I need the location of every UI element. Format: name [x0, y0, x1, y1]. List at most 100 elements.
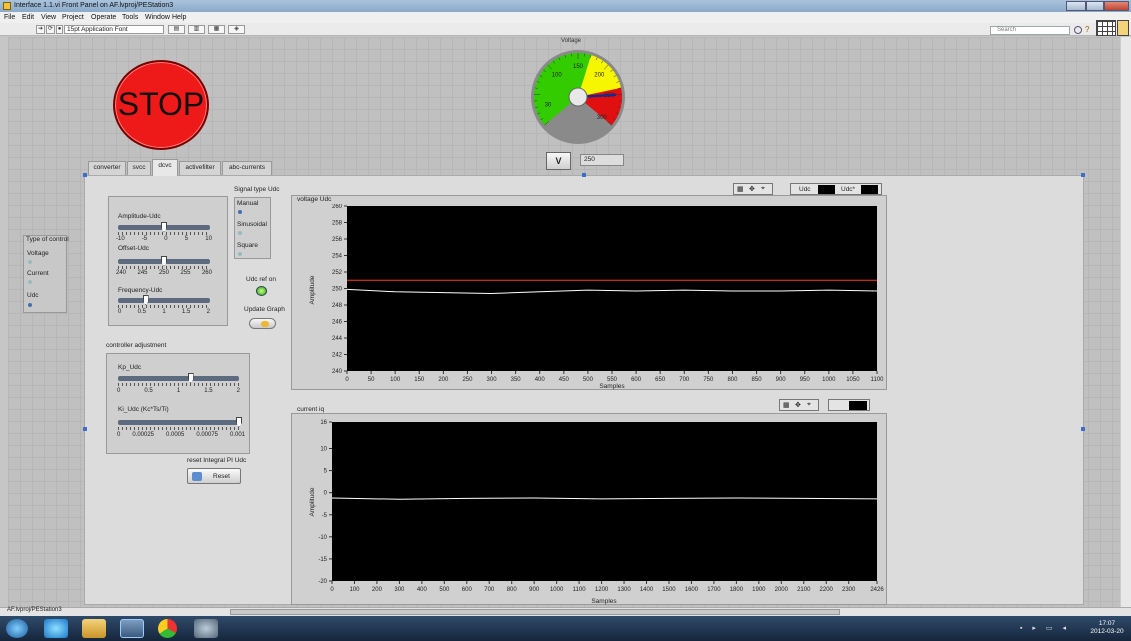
- update-graph-button[interactable]: [249, 318, 276, 329]
- selection-handle[interactable]: [83, 173, 87, 177]
- voltage-gauge[interactable]: 30 100 150 200 250 300: [528, 47, 628, 147]
- menu-edit[interactable]: Edit: [22, 14, 35, 21]
- internet-explorer-icon[interactable]: [44, 619, 68, 638]
- menu-help[interactable]: Help: [172, 14, 187, 21]
- radio-udc[interactable]: [28, 303, 32, 307]
- tab-converter[interactable]: converter: [88, 161, 126, 175]
- connector-pane-icon[interactable]: [1096, 20, 1116, 36]
- maximize-button[interactable]: [1086, 1, 1104, 11]
- distribute-icon[interactable]: ▥: [188, 25, 205, 34]
- clock-date: 2012-03-20: [1090, 628, 1124, 635]
- app-icon[interactable]: [194, 619, 218, 638]
- radio-current[interactable]: [28, 280, 32, 284]
- legend-iq-swatch[interactable]: [849, 401, 867, 410]
- legend-udc-ref-swatch[interactable]: [861, 185, 878, 194]
- reset-button[interactable]: Reset: [187, 468, 241, 484]
- gauge-tick-label: 150: [573, 64, 584, 70]
- current-graph-legend[interactable]: [828, 399, 870, 411]
- run-arrow-icon[interactable]: ➔: [36, 25, 45, 34]
- ki-slider-thumb[interactable]: [236, 417, 242, 427]
- x-tick-label: 1300: [617, 587, 631, 593]
- control-option-current[interactable]: Current: [27, 270, 49, 277]
- kp-slider-thumb[interactable]: [187, 373, 194, 383]
- minimize-button[interactable]: [1066, 1, 1086, 11]
- cursor-icon[interactable]: ⌖: [807, 401, 811, 408]
- search-input[interactable]: Search: [990, 26, 1070, 35]
- scale-label: 1.5: [204, 388, 213, 394]
- search-icon[interactable]: [1074, 26, 1082, 34]
- kp-label: Kp_Udc: [118, 364, 142, 371]
- current-graph-tools[interactable]: ▦ ✥ ⌖: [779, 399, 819, 411]
- horizontal-scrollbar[interactable]: [0, 607, 1131, 616]
- zoom-icon[interactable]: ▦: [783, 402, 790, 409]
- voltage-graph-legend[interactable]: Udc Udc*: [790, 183, 882, 195]
- selection-handle[interactable]: [83, 427, 87, 431]
- selection-handle[interactable]: [582, 173, 586, 177]
- labview-taskbar-icon[interactable]: [120, 619, 144, 638]
- menu-operate[interactable]: Operate: [91, 14, 117, 21]
- voltage-chart[interactable]: 240 242 244 246 248 250 252 254 256 258 260 0 50 100…: [292, 204, 888, 398]
- kp-slider[interactable]: [118, 376, 239, 381]
- signal-option-square[interactable]: Square: [237, 242, 258, 249]
- frequency-slider-thumb[interactable]: [142, 295, 149, 305]
- scale-label: 10: [205, 236, 212, 242]
- tab-svcc[interactable]: svcc: [127, 161, 151, 175]
- file-explorer-icon[interactable]: [82, 619, 106, 638]
- voltage-unit-button[interactable]: V: [546, 152, 571, 170]
- radio-manual[interactable]: [238, 210, 242, 214]
- menu-tools[interactable]: Tools: [122, 14, 139, 21]
- tab-activefilter[interactable]: activefilter: [179, 161, 221, 175]
- tray-icons[interactable]: ▪ ▸ ▭ ◂: [1020, 625, 1070, 632]
- udc-ref-on-led[interactable]: [256, 286, 267, 296]
- current-chart[interactable]: -20 -15 -10 -5 0 5 10 16 0 100 200 300 400 500 600 700…: [292, 418, 888, 608]
- help-icon[interactable]: ?: [1085, 25, 1090, 34]
- vertical-scrollbar[interactable]: [1120, 37, 1131, 607]
- signal-option-sinusoidal[interactable]: Sinusoidal: [237, 221, 267, 228]
- pan-icon[interactable]: ✥: [795, 402, 801, 409]
- selection-handle[interactable]: [1081, 427, 1085, 431]
- update-graph-indicator-icon: [261, 321, 269, 327]
- reset-icon: [192, 472, 202, 481]
- reorder-icon[interactable]: ◈: [228, 25, 245, 34]
- radio-voltage[interactable]: [28, 260, 32, 264]
- run-continuously-icon[interactable]: ⟳: [46, 25, 55, 34]
- vi-icon-editor[interactable]: [1117, 20, 1129, 36]
- x-tick-label: 950: [800, 377, 811, 383]
- start-button[interactable]: [6, 619, 28, 638]
- pan-icon[interactable]: ✥: [749, 186, 755, 193]
- close-button[interactable]: [1104, 1, 1129, 11]
- voltage-graph-tools[interactable]: ▦ ✥ ⌖: [733, 183, 773, 195]
- x-tick-label: 2100: [797, 587, 811, 593]
- amplitude-slider-thumb[interactable]: [161, 222, 167, 232]
- clock[interactable]: 17:07 2012-03-20: [1085, 620, 1129, 636]
- radio-sinusoidal[interactable]: [238, 231, 242, 235]
- align-icon[interactable]: ▤: [168, 25, 185, 34]
- signal-option-manual[interactable]: Manual: [237, 200, 259, 207]
- ki-slider[interactable]: [118, 420, 239, 425]
- tab-abc-currents[interactable]: abc-currents: [222, 161, 272, 175]
- chrome-icon[interactable]: [158, 619, 177, 638]
- legend-udc-swatch[interactable]: [818, 185, 835, 194]
- y-tick-label: 244: [332, 336, 343, 342]
- stop-button[interactable]: STOP: [113, 60, 209, 150]
- selection-handle[interactable]: [1081, 173, 1085, 177]
- tab-dcvc[interactable]: dcvc: [152, 159, 178, 176]
- offset-slider-thumb[interactable]: [161, 256, 167, 266]
- horizontal-scrollbar-thumb[interactable]: [230, 609, 840, 615]
- zoom-icon[interactable]: ▦: [737, 186, 744, 193]
- menu-project[interactable]: Project: [62, 14, 84, 21]
- gauge-tick: [618, 87, 622, 89]
- cursor-icon[interactable]: ⌖: [761, 185, 765, 192]
- menu-file[interactable]: File: [4, 14, 16, 21]
- font-select[interactable]: 15pt Application Font: [64, 25, 164, 34]
- abort-icon[interactable]: ●: [56, 25, 63, 34]
- radio-square[interactable]: [238, 252, 242, 256]
- resize-icon[interactable]: ▦: [208, 25, 225, 34]
- menu-window[interactable]: Window: [145, 14, 170, 21]
- control-option-udc[interactable]: Udc: [27, 292, 39, 299]
- control-option-voltage[interactable]: Voltage: [27, 250, 49, 257]
- menu-view[interactable]: View: [41, 14, 57, 21]
- frequency-slider[interactable]: [118, 298, 210, 303]
- project-context[interactable]: AF.lvproj/PEStation3: [7, 607, 62, 613]
- clock-time: 17:07: [1098, 620, 1116, 627]
